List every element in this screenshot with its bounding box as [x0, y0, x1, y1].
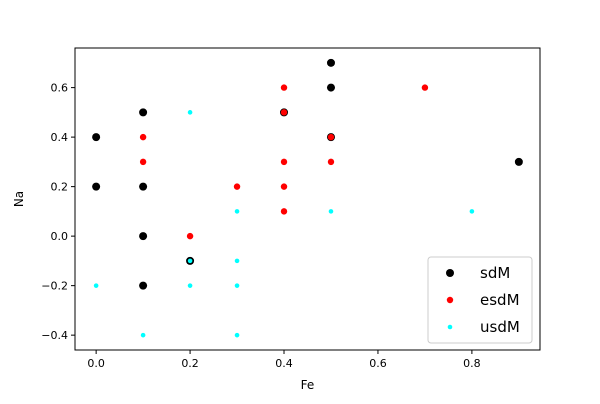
data-point-esdM [280, 183, 288, 190]
x-tick-label: 0.6 [369, 357, 387, 370]
data-point-sdM [139, 281, 148, 290]
data-point-esdM [280, 109, 288, 116]
y-tick-label: 0.6 [51, 82, 69, 95]
data-point-sdM [326, 83, 335, 92]
legend: sdM esdM usdM [427, 256, 533, 344]
y-tick-label: −0.2 [41, 280, 68, 293]
data-point-esdM [280, 158, 288, 166]
data-point-esdM [233, 183, 241, 190]
data-point-esdM [186, 232, 194, 240]
y-axis-label: Na [12, 191, 26, 207]
data-point-usdM [234, 258, 240, 264]
series-sdM [92, 58, 523, 290]
series-esdM [139, 84, 429, 240]
data-point-usdM [187, 283, 193, 288]
plot-frame [74, 47, 541, 351]
data-point-usdM [187, 110, 193, 115]
data-point-usdM [187, 258, 193, 264]
data-point-sdM [139, 108, 148, 117]
data-point-sdM [139, 182, 148, 191]
legend-marker-sdM [446, 269, 454, 277]
y-tick-label: 0.0 [51, 230, 69, 243]
x-tick-label: 0.8 [463, 357, 481, 370]
data-point-sdM [514, 157, 523, 166]
data-point-usdM [469, 209, 475, 214]
series-usdM [93, 110, 475, 338]
data-point-sdM [92, 182, 101, 191]
y-tick-label: −0.4 [41, 329, 68, 342]
y-tick-label: 0.4 [51, 131, 69, 144]
data-point-esdM [280, 208, 288, 215]
data-point-usdM [140, 332, 146, 338]
data-point-sdM [92, 133, 101, 142]
x-tick-label: 0.2 [181, 357, 199, 370]
x-tick-label: 0.4 [275, 357, 293, 370]
y-axis-ticks: −0.4 −0.2 0.0 0.2 0.4 0.6 [41, 82, 75, 342]
data-point-esdM [139, 158, 147, 166]
y-tick-label: 0.2 [51, 181, 69, 194]
data-point-usdM [328, 209, 334, 214]
legend-label-sdM: sdM [480, 264, 510, 282]
data-point-esdM [327, 158, 335, 166]
data-point-esdM [327, 133, 335, 141]
data-point-esdM [139, 133, 147, 141]
legend-label-usdM: usdM [480, 318, 520, 336]
x-tick-label: 0.0 [87, 357, 105, 370]
legend-box [427, 256, 533, 344]
data-point-sdM [326, 58, 335, 67]
data-point-usdM [93, 283, 99, 288]
data-point-esdM [421, 84, 429, 91]
data-point-usdM [234, 283, 240, 288]
legend-marker-usdM [447, 324, 453, 330]
data-point-usdM [234, 332, 240, 338]
legend-label-esdM: esdM [480, 291, 520, 309]
data-point-sdM [139, 232, 148, 241]
legend-marker-esdM [446, 296, 454, 304]
data-point-usdM [234, 209, 240, 214]
x-axis-label: Fe [301, 378, 315, 392]
points-layer [92, 58, 523, 338]
x-axis-ticks: 0.0 0.2 0.4 0.6 0.8 [87, 350, 481, 370]
data-point-esdM [280, 84, 288, 91]
